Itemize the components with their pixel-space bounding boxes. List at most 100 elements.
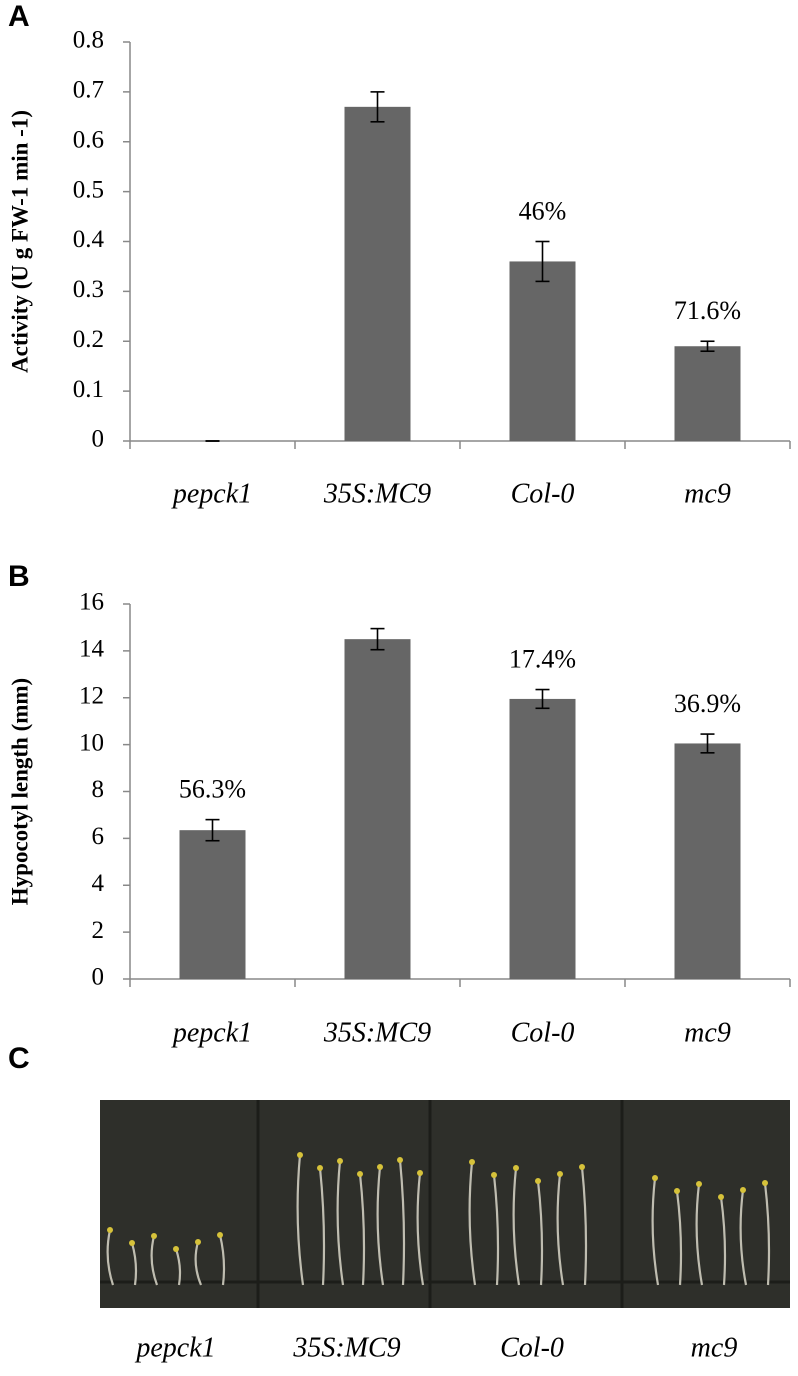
y-tick-label: 14: [79, 636, 105, 663]
y-tick-label: 0.8: [73, 27, 104, 54]
bar: [509, 261, 576, 441]
x-tick-label: 35S:MC9: [323, 478, 431, 509]
y-tick-label: 0.6: [73, 126, 104, 153]
seedling: [376, 1166, 385, 1286]
seedlings: [100, 1100, 790, 1308]
seedling: [194, 1241, 203, 1286]
y-tick-label: 2: [92, 917, 105, 944]
seedling: [398, 1159, 406, 1286]
y-tick-label: 0: [92, 964, 105, 991]
seedling: [695, 1183, 704, 1286]
cotyledon: [357, 1171, 363, 1177]
seedling: [416, 1172, 425, 1286]
photo-caption: mc9: [691, 1332, 738, 1363]
x-tick-label: pepck1: [171, 1017, 252, 1048]
y-tick-label: 0.4: [73, 226, 105, 253]
cotyledon: [674, 1188, 680, 1194]
bar: [674, 346, 741, 441]
y-tick-label: 0.5: [73, 176, 104, 203]
bar: [179, 830, 246, 979]
panel-label: A: [8, 0, 30, 33]
cotyledon: [652, 1175, 658, 1181]
cotyledon: [151, 1233, 157, 1239]
y-axis-label: Activity (U g FW-1 min -1): [7, 110, 32, 373]
seedling: [106, 1229, 115, 1286]
x-tick-label: mc9: [684, 478, 731, 509]
cotyledon: [317, 1165, 323, 1171]
bar: [509, 698, 576, 979]
bar: [674, 743, 741, 979]
seedling: [536, 1180, 544, 1286]
y-tick-label: 0.7: [73, 77, 104, 104]
error-bar: [535, 240, 550, 283]
y-tick-label: 0.1: [73, 376, 104, 403]
seedling: [296, 1154, 305, 1286]
error-bar: [370, 627, 385, 651]
cotyledon: [469, 1159, 475, 1165]
seedling: [130, 1242, 138, 1286]
seedling: [318, 1167, 326, 1286]
cotyledon: [535, 1178, 541, 1184]
y-tick-label: 10: [79, 729, 104, 756]
cotyledon: [377, 1164, 383, 1170]
cotyledon: [337, 1158, 343, 1164]
panel-label: C: [8, 1042, 30, 1075]
cotyledon: [107, 1227, 113, 1233]
seedling: [651, 1177, 660, 1286]
x-tick-label: Col-0: [511, 1017, 575, 1048]
seedling: [719, 1196, 727, 1286]
seedling: [763, 1182, 771, 1286]
panel-label: B: [8, 560, 30, 593]
cotyledon: [417, 1170, 423, 1176]
y-tick-label: 12: [79, 682, 104, 709]
seedling-photo: [100, 1100, 790, 1308]
seedling: [174, 1248, 182, 1286]
cotyledon: [397, 1157, 403, 1163]
bar: [344, 106, 411, 442]
seedling: [512, 1167, 521, 1286]
value-annotation: 71.6%: [674, 296, 741, 325]
y-axis-label: Hypocotyl length (mm): [7, 678, 32, 905]
y-tick-label: 16: [79, 589, 104, 616]
x-tick-label: mc9: [684, 1017, 731, 1048]
y-tick-label: 0.2: [73, 326, 104, 353]
seedling: [556, 1173, 565, 1286]
seedling: [675, 1190, 683, 1286]
error-bar: [535, 688, 550, 710]
value-annotation: 46%: [519, 196, 567, 225]
value-annotation: 36.9%: [674, 689, 741, 718]
x-tick-label: 35S:MC9: [323, 1017, 431, 1048]
y-tick-label: 8: [92, 776, 105, 803]
x-tick-label: Col-0: [511, 478, 575, 509]
cotyledon: [297, 1152, 303, 1158]
cotyledon: [195, 1239, 201, 1245]
y-tick-label: 4: [92, 870, 105, 897]
seedling: [218, 1234, 226, 1286]
cotyledon: [579, 1164, 585, 1170]
photo-caption: Col-0: [500, 1332, 564, 1363]
value-annotation: 17.4%: [509, 645, 576, 674]
cotyledon: [173, 1246, 179, 1252]
y-tick-label: 0.3: [73, 276, 104, 303]
cotyledon: [129, 1240, 135, 1246]
error-bar: [700, 733, 715, 754]
cotyledon: [513, 1165, 519, 1171]
x-tick-label: pepck1: [171, 478, 252, 509]
value-annotation: 56.3%: [179, 775, 246, 804]
photo-caption: 35S:MC9: [292, 1332, 400, 1363]
cotyledon: [696, 1181, 702, 1187]
cotyledon: [557, 1171, 563, 1177]
seedling: [468, 1161, 477, 1286]
seedling: [580, 1166, 588, 1286]
seedling: [336, 1160, 345, 1286]
seedling: [739, 1189, 748, 1286]
error-bar: [205, 818, 220, 842]
y-tick-label: 0: [92, 426, 105, 453]
bar: [344, 639, 411, 979]
y-tick-label: 6: [92, 823, 105, 850]
cotyledon: [217, 1232, 223, 1238]
seedling: [150, 1235, 159, 1286]
cotyledon: [740, 1187, 746, 1193]
seedling: [358, 1173, 366, 1286]
